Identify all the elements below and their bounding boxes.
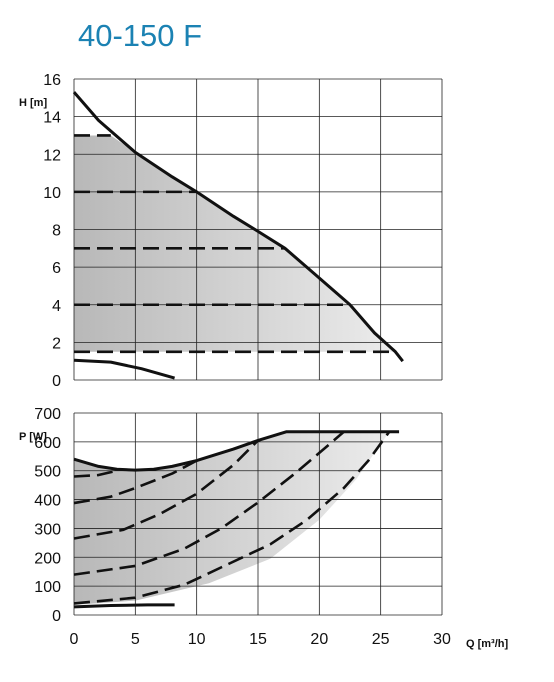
power-ytick-label: 600 <box>34 435 61 452</box>
head-ytick-label: 14 <box>43 110 61 127</box>
power-operating-area <box>74 431 390 605</box>
power-ytick-label: 400 <box>34 493 61 510</box>
power-ytick-label: 700 <box>34 406 61 423</box>
power-ytick-label: 500 <box>34 464 61 481</box>
power-xtick-label: 20 <box>310 631 328 648</box>
head-ytick-label: 4 <box>52 298 61 315</box>
head-ytick-label: 2 <box>52 335 61 352</box>
chart-title: 40-150 F <box>78 18 203 53</box>
head-ytick-label: 6 <box>52 260 61 277</box>
power-ytick-label: 100 <box>34 579 61 596</box>
power-curve-4 <box>73 439 259 540</box>
power-xtick-label: 25 <box>372 631 390 648</box>
power-curve-0 <box>73 430 400 472</box>
head-curve-1 <box>73 358 175 380</box>
head-ytick-label: 0 <box>52 373 61 390</box>
head-ytick-label: 8 <box>52 223 61 240</box>
power-curve-1 <box>73 603 175 609</box>
power-y-axis-label: P [W] <box>19 431 47 443</box>
power-xtick-label: 15 <box>249 631 267 648</box>
power-ytick-label: 200 <box>34 550 61 567</box>
power-curve-5 <box>73 430 345 576</box>
power-xtick-label: 30 <box>433 631 451 648</box>
head-ytick-label: 16 <box>43 72 61 89</box>
head-ytick-label: 12 <box>43 147 61 164</box>
head-ytick-label: 10 <box>43 185 61 202</box>
head-curve-0 <box>72 91 404 363</box>
power-ytick-label: 300 <box>34 521 61 538</box>
power-x-axis-label: Q [m³/h] <box>466 638 508 650</box>
power-curve-6 <box>73 430 391 605</box>
power-curve-3 <box>73 459 198 505</box>
head-operating-area <box>74 135 396 352</box>
head-y-axis-label: H [m] <box>19 97 47 109</box>
power-ytick-label: 0 <box>52 608 61 625</box>
power-curve-2 <box>73 469 118 478</box>
power-xtick-label: 10 <box>188 631 206 648</box>
power-xtick-label: 0 <box>70 631 79 648</box>
power-xtick-label: 5 <box>131 631 140 648</box>
